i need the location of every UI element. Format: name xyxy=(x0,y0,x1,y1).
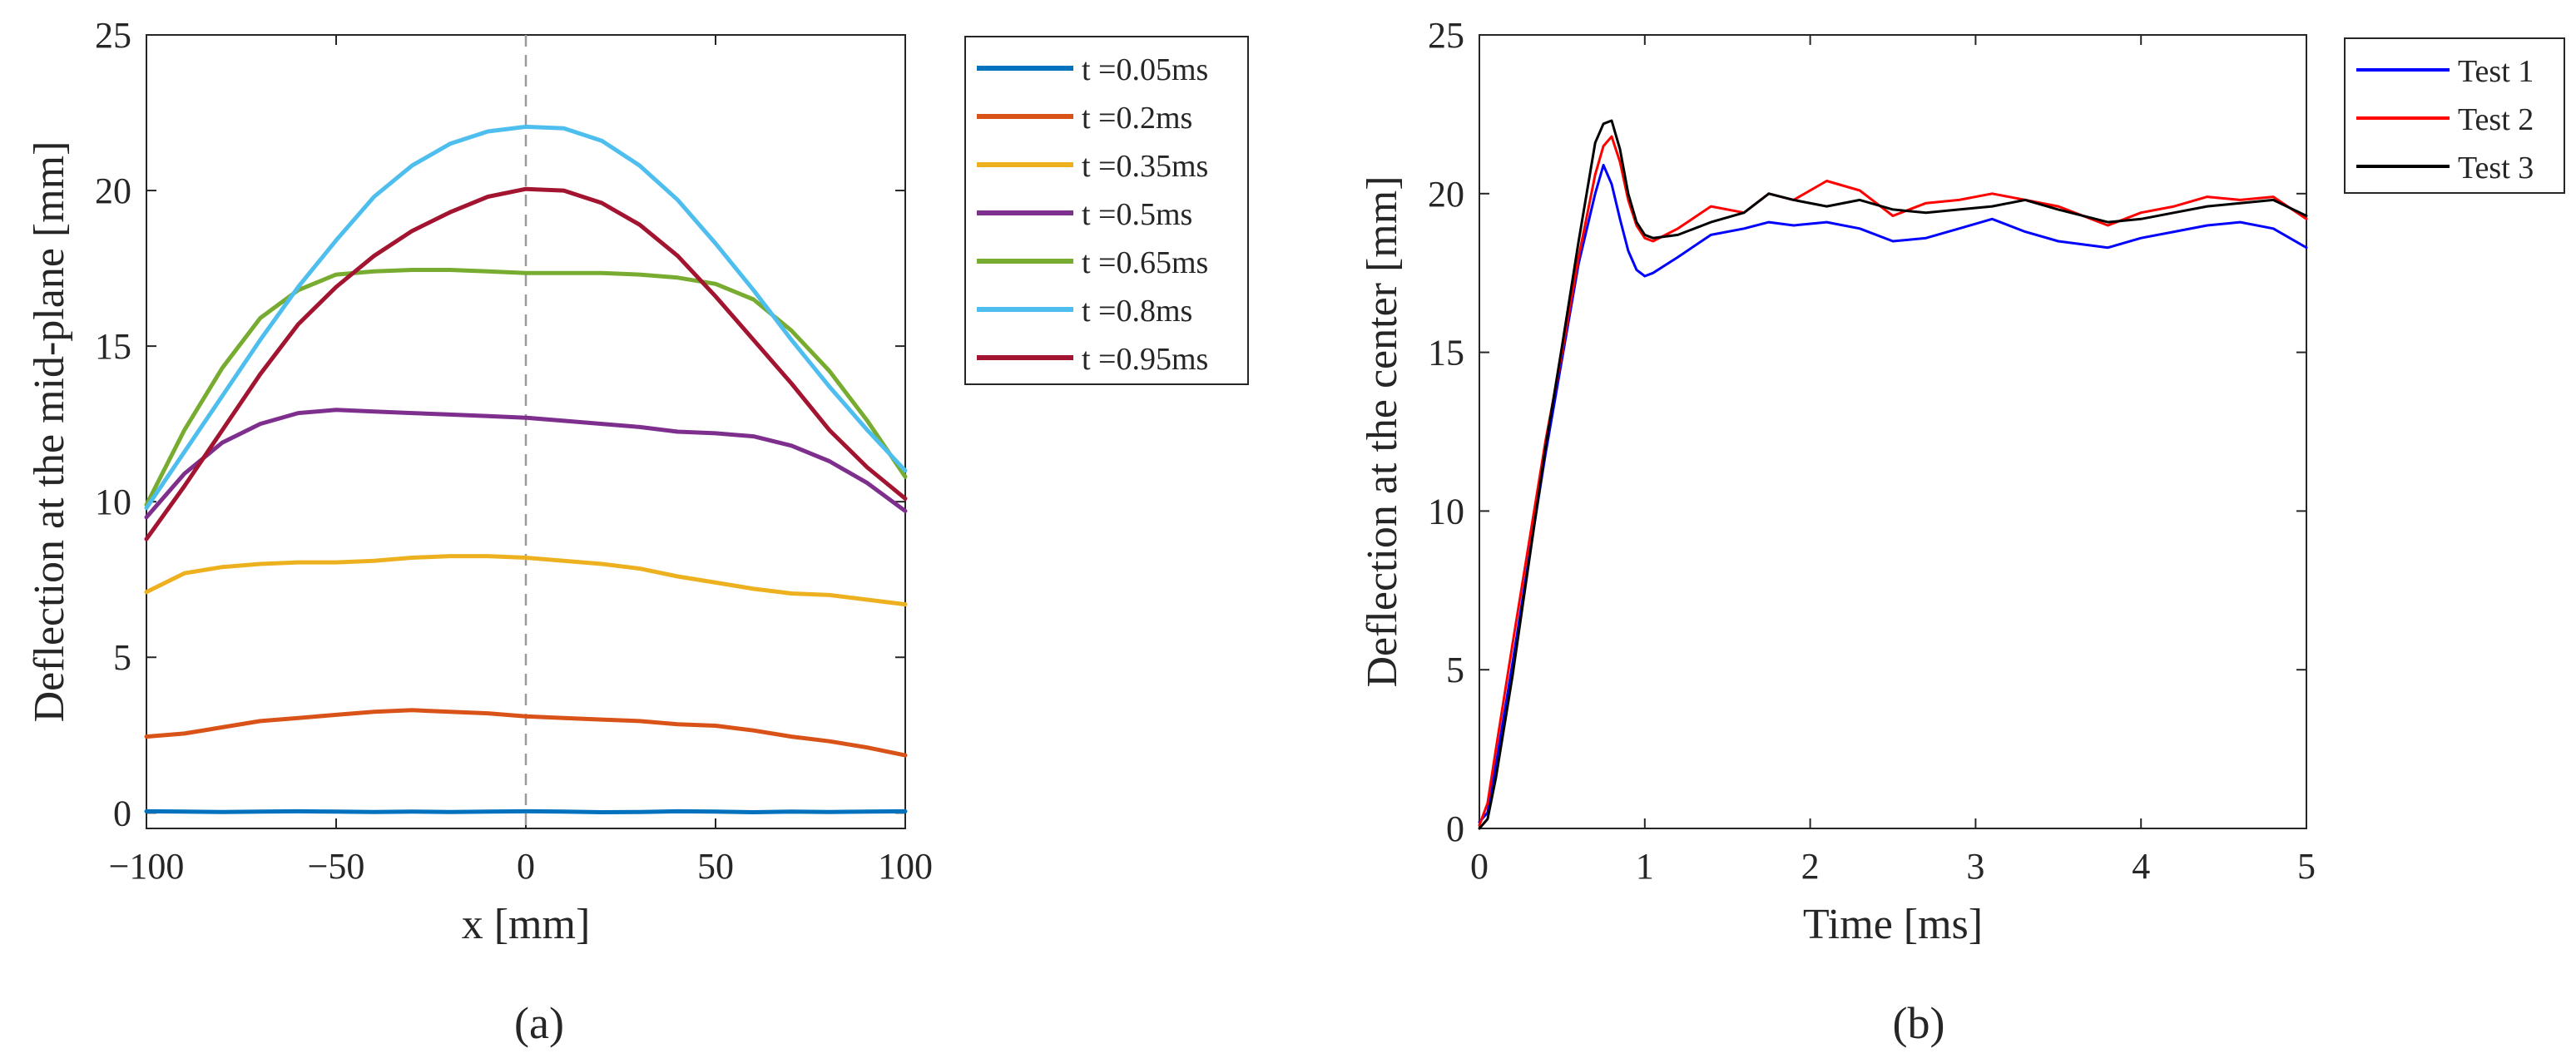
legend-label-2: Test 2 xyxy=(2458,102,2534,137)
x-tick-label: 1 xyxy=(1636,846,1654,887)
legend: t =0.05ms t =0.2ms t =0.35ms t =0.5ms t =0.6… xyxy=(964,36,1249,385)
x-tick-label: 3 xyxy=(1966,846,1984,887)
legend-label-4: t =0.5ms xyxy=(1082,197,1192,232)
y-tick-label: 5 xyxy=(1446,650,1464,690)
y-tick-label: 15 xyxy=(1428,333,1464,373)
y-tick-label: 0 xyxy=(113,793,131,833)
legend-label-2: t =0.2ms xyxy=(1082,101,1192,136)
y-tick-label: 10 xyxy=(1428,491,1464,532)
legend-label-7: t =0.95ms xyxy=(1082,342,1208,377)
plot-frame xyxy=(146,34,906,829)
series-line-2 xyxy=(1478,135,2308,827)
series-line-3 xyxy=(144,554,908,607)
x-tick-label: 100 xyxy=(878,846,933,887)
series-line-2 xyxy=(144,708,908,758)
series-line-4 xyxy=(144,408,908,520)
y-tick-label: 5 xyxy=(113,637,131,678)
legend-label-3: t =0.35ms xyxy=(1082,149,1208,184)
legend-box xyxy=(964,36,1249,385)
legend: Test 1 Test 2 Test 3 xyxy=(2344,37,2565,194)
series-line-7 xyxy=(144,186,908,541)
chart-a: −100 −50 0 50 100 0 5 10 15 20 25 x [mm] Deflection … xyxy=(26,15,1249,1048)
x-tick-label: −100 xyxy=(109,846,185,887)
x-axis-label: x [mm] xyxy=(462,901,591,948)
series-line-1 xyxy=(1478,164,2308,823)
legend-label-1: Test 1 xyxy=(2458,54,2534,89)
x-tick-label: 0 xyxy=(517,846,535,887)
x-tick-label: 50 xyxy=(697,846,734,887)
panel-caption: (b) xyxy=(1893,998,1945,1048)
x-tick-label: 5 xyxy=(2297,846,2316,887)
y-tick-label: 20 xyxy=(1428,174,1464,215)
panel-caption: (a) xyxy=(514,998,564,1048)
y-axis-label: Deflection at the center [mm] xyxy=(1359,176,1406,687)
y-tick-label: 20 xyxy=(95,171,131,211)
series-line-3 xyxy=(1478,119,2308,830)
y-tick-label: 25 xyxy=(95,15,131,56)
plot-frame xyxy=(1479,34,2307,829)
y-tick-label: 0 xyxy=(1446,808,1464,849)
y-tick-label: 10 xyxy=(95,482,131,522)
x-tick-label: 2 xyxy=(1801,846,1820,887)
legend-label-3: Test 3 xyxy=(2458,151,2534,185)
x-tick-label: 0 xyxy=(1470,846,1489,887)
x-tick-label: −50 xyxy=(308,846,365,887)
legend-label-6: t =0.8ms xyxy=(1082,294,1192,329)
legend-label-1: t =0.05ms xyxy=(1082,52,1208,87)
legend-label-5: t =0.65ms xyxy=(1082,245,1208,280)
y-axis-label: Deflection at the mid-plane [mm] xyxy=(26,141,73,723)
chart-b: 0 1 2 3 4 5 0 5 10 15 20 25 Time [ms] Deflection at t… xyxy=(1359,15,2565,1048)
x-axis-label: Time [ms] xyxy=(1803,901,1983,948)
series-line-6 xyxy=(144,124,908,511)
y-tick-label: 15 xyxy=(95,326,131,367)
y-tick-label: 25 xyxy=(1428,15,1464,56)
x-tick-label: 4 xyxy=(2132,846,2150,887)
series-line-1 xyxy=(144,808,908,814)
